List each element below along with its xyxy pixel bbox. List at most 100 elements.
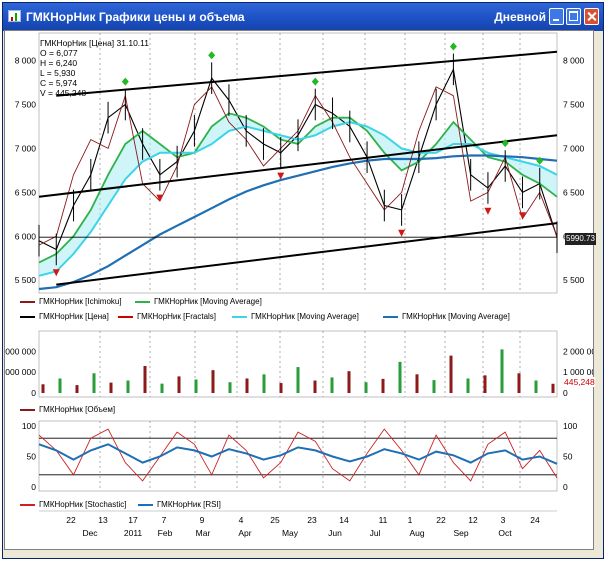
fractal-up-marker — [208, 51, 216, 60]
fractal-down-marker — [518, 212, 526, 220]
osc-tick-right: 50 — [563, 452, 573, 462]
legend-swatch — [135, 300, 150, 303]
legend-label: ГМКНорНик [Ichimoku] — [39, 297, 122, 306]
period-label[interactable]: Дневной — [494, 10, 546, 24]
price-tick-left: 6 000 — [15, 231, 37, 241]
legend-label: ГМКНорНик [Moving Average] — [402, 312, 510, 321]
fractal-up-marker — [121, 77, 129, 86]
x-month-label: Jul — [370, 528, 381, 538]
minimize-icon[interactable] — [549, 8, 564, 25]
volume-tick-left: 0 — [31, 388, 36, 398]
trend-channel-line — [38, 134, 558, 198]
x-day-label: 4 — [239, 515, 244, 525]
x-day-label: 14 — [339, 515, 349, 525]
legend-label: ГМКНорНик [Stochastic] — [39, 500, 127, 509]
x-month-label: Jun — [328, 528, 342, 538]
volume-tick-right: 2 000 000 — [563, 346, 593, 356]
x-month-label: Aug — [409, 528, 424, 538]
price-tick-left: 7 000 — [15, 143, 37, 153]
price-tick-left: 8 000 — [15, 56, 37, 66]
x-day-label: 1 — [408, 515, 413, 525]
legend-ma-green[interactable]: ГМКНорНик [Moving Average] — [135, 297, 262, 306]
trend-channel-line — [56, 50, 558, 97]
x-month-label: May — [282, 528, 299, 538]
fractal-up-marker — [501, 139, 509, 148]
price-tick-right: 7 500 — [563, 100, 585, 110]
legend-label: ГМКНорНик [RSI] — [157, 500, 221, 509]
legend-label: ГМКНорНик [Moving Average] — [154, 297, 262, 306]
info-low: L = 5,930 — [40, 68, 76, 78]
volume-panel-frame — [38, 330, 558, 398]
x-day-label: 11 — [379, 515, 388, 525]
legend-stochastic[interactable]: ГМКНорНик [Stochastic] — [20, 500, 126, 509]
x-day-label: 9 — [200, 515, 205, 525]
legend-ichimoku[interactable]: ГМКНорНик [Ichimoku] — [20, 297, 122, 306]
oscillator-panel-frame — [38, 420, 558, 492]
legend-swatch — [20, 315, 35, 318]
legend-label: ГМКНорНик [Moving Average] — [251, 312, 359, 321]
legend-ma-cyan[interactable]: ГМКНорНик [Moving Average] — [232, 312, 359, 321]
volume-tick-right: 0 — [563, 388, 568, 398]
x-day-label: 25 — [270, 515, 280, 525]
legend-fractals[interactable]: ГМКНорНик [Fractals] — [118, 312, 216, 321]
legend-swatch — [20, 503, 35, 506]
volume-tick-right: 1 000 000 — [563, 367, 593, 377]
x-month-label: Feb — [158, 528, 173, 538]
x-day-label: 13 — [98, 515, 108, 525]
price-tick-right: 6 500 — [563, 187, 585, 197]
legend-ma-blue[interactable]: ГМКНорНик [Moving Average] — [383, 312, 510, 321]
x-day-label: 22 — [66, 515, 76, 525]
legend-swatch — [20, 300, 35, 303]
info-open: O = 6,077 — [40, 48, 78, 58]
x-day-label: 23 — [307, 515, 317, 525]
legend-volume[interactable]: ГМКНорНик [Объем] — [20, 405, 115, 414]
x-day-label: 24 — [530, 515, 540, 525]
x-day-label: 17 — [128, 515, 138, 525]
x-month-label: Mar — [196, 528, 211, 538]
window-title: ГМКНорНик Графики цены и объема — [26, 10, 245, 24]
osc-series-0 — [38, 428, 558, 482]
legend-label: ГМКНорНик [Объем] — [39, 405, 116, 414]
x-day-label: 7 — [162, 515, 167, 525]
osc-series-1 — [38, 443, 558, 465]
legend-price[interactable]: ГМКНорНик [Цена] — [20, 312, 109, 321]
chart-area[interactable]: 8 000 8 000 7 500 7 500 7 000 7 000 6 500 6 500… — [4, 30, 594, 550]
last-price-label: 5990.73 — [565, 233, 596, 245]
price-panel-frame — [38, 32, 558, 294]
osc-tick-right: 100 — [563, 421, 577, 431]
x-month-label: 2011 — [124, 528, 143, 538]
legend-swatch — [383, 315, 398, 318]
maximize-icon[interactable] — [566, 8, 581, 25]
x-day-label: 3 — [501, 515, 506, 525]
legend-swatch — [232, 315, 247, 318]
close-icon[interactable] — [584, 8, 599, 25]
chart-app-icon — [8, 10, 21, 22]
x-day-label: 22 — [436, 515, 446, 525]
fractal-down-marker — [277, 172, 285, 180]
x-month-label: Apr — [238, 528, 251, 538]
fractal-up-marker — [449, 42, 457, 51]
price-tick-left: 7 500 — [15, 100, 37, 110]
price-tick-left: 5 500 — [15, 275, 37, 285]
last-volume-label: 445,248 — [564, 377, 595, 387]
volume-tick-left: 1 000 000 — [5, 367, 36, 377]
legend-label: ГМКНорНик [Fractals] — [137, 312, 217, 321]
fractal-down-marker — [484, 207, 492, 215]
price-tick-right: 5 500 — [563, 275, 585, 285]
fractal-down-marker — [398, 229, 406, 237]
x-month-label: Dec — [82, 528, 98, 538]
info-high: H = 6,240 — [40, 58, 78, 68]
legend-swatch — [138, 503, 153, 506]
fractal-up-marker — [311, 77, 319, 86]
osc-tick-left: 0 — [31, 482, 36, 492]
title-bar[interactable]: ГМКНорНик Графики цены и объема Дневной — [3, 3, 603, 31]
x-month-label: Oct — [498, 528, 512, 538]
price-tick-right: 7 000 — [563, 143, 585, 153]
fractal-up-marker — [536, 156, 544, 165]
fractal-down-marker — [52, 269, 60, 277]
info-header: ГМКНорНик [Цена] 31.10.11 — [40, 38, 149, 48]
legend-rsi[interactable]: ГМКНорНик [RSI] — [138, 500, 221, 509]
volume-tick-left: 2 000 000 — [5, 346, 36, 356]
osc-tick-right: 0 — [563, 482, 568, 492]
